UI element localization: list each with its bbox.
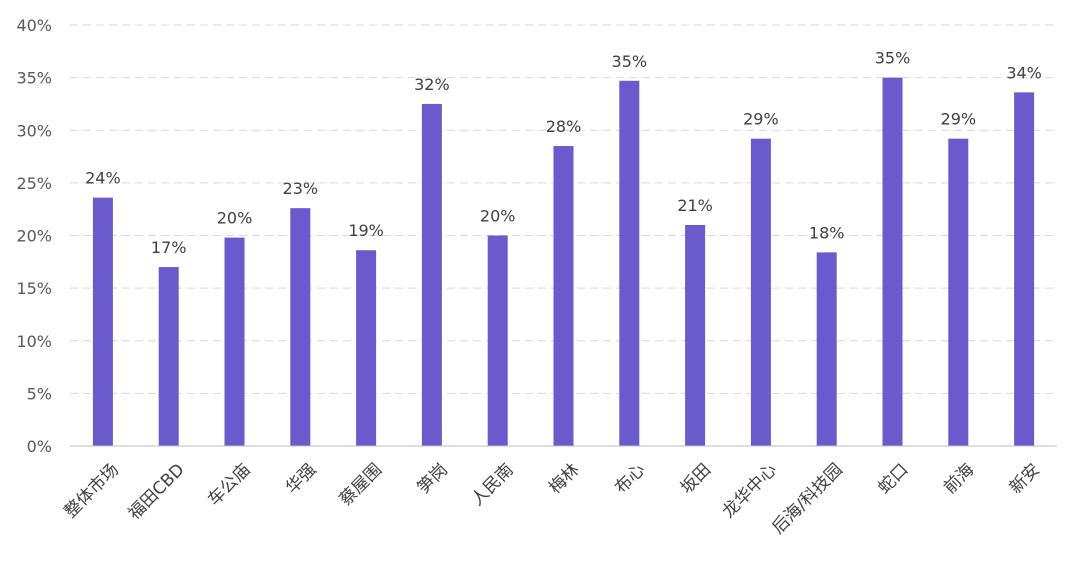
category-label: 华强 [282, 460, 320, 498]
bar [750, 138, 771, 447]
data-label: 34% [1006, 63, 1042, 82]
category-label: 笋岗 [414, 460, 452, 498]
category-label: 车公庙 [204, 460, 254, 510]
y-tick-label: 30% [16, 121, 52, 140]
y-tick-label: 35% [16, 69, 52, 88]
category-label: 新安 [1006, 460, 1044, 498]
data-label: 35% [612, 52, 648, 71]
data-label: 35% [875, 49, 911, 68]
y-tick-label: 5% [27, 384, 52, 403]
bar [158, 267, 179, 446]
data-label: 19% [348, 221, 384, 240]
bar [948, 138, 969, 447]
data-label: 21% [677, 196, 713, 215]
y-tick-label: 25% [16, 174, 52, 193]
category-label: 坂田 [677, 460, 715, 498]
category-label: 福田CBD [125, 460, 189, 524]
bar [224, 237, 245, 446]
bar [553, 146, 574, 446]
data-label: 20% [480, 207, 516, 226]
bar [356, 250, 377, 446]
bar [421, 103, 442, 446]
y-tick-label: 10% [16, 332, 52, 351]
y-axis-tick-labels: 0% 5% 10% 15% 20% 25% 30% 35% 40% [16, 16, 52, 456]
data-label: 20% [217, 209, 253, 228]
data-label: 32% [414, 75, 450, 94]
bar [290, 208, 311, 446]
bar [1014, 92, 1035, 447]
bar [487, 235, 508, 446]
category-label: 龙华中心 [719, 460, 781, 522]
category-label: 蔡屋围 [336, 460, 386, 510]
category-label: 后海/科技园 [768, 460, 846, 538]
category-label: 蛇口 [874, 460, 912, 498]
bar [619, 80, 640, 446]
y-tick-label: 15% [16, 279, 52, 298]
category-label: 人民南 [468, 460, 518, 510]
data-label: 23% [283, 179, 319, 198]
data-label: 29% [941, 110, 977, 129]
data-label: 18% [809, 223, 845, 242]
bars [92, 77, 1035, 447]
y-tick-label: 0% [27, 437, 52, 456]
bar [92, 197, 113, 446]
data-label: 28% [546, 117, 582, 136]
bar [816, 252, 837, 446]
category-label: 前海 [940, 460, 978, 498]
category-label: 布心 [611, 460, 649, 498]
bar [685, 224, 706, 446]
category-label: 整体市场 [61, 460, 123, 522]
data-label: 17% [151, 238, 187, 257]
data-labels: 24% 17% 20% 23% 19% 32% 20% 28% 35% 21% 29% 18% 35% 2… [85, 49, 1042, 257]
data-label: 29% [743, 110, 779, 129]
y-tick-label: 20% [16, 227, 52, 246]
y-tick-label: 40% [16, 16, 52, 35]
category-label: 梅林 [545, 460, 583, 498]
bar [882, 77, 903, 446]
data-label: 24% [85, 169, 121, 188]
